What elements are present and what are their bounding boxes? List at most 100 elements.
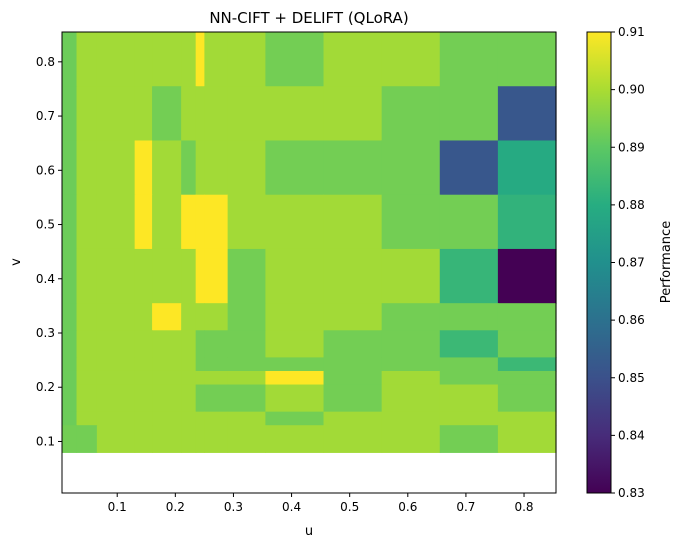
heatmap-cells [62,32,557,453]
heatmap-cell [134,86,153,142]
heatmap-cell [381,303,441,331]
heatmap-cell [134,248,153,304]
heatmap-cell [204,194,229,250]
heatmap-cell [134,357,153,372]
colorbar-tick-label: 0.83 [618,486,645,500]
heatmap-cell [204,248,229,304]
heatmap-cell [227,370,267,386]
heatmap-cell [76,425,98,453]
heatmap-cell [204,370,229,386]
y-tick-label: 0.6 [36,163,55,177]
heatmap-cell [76,357,98,372]
colorbar-label: Performance [659,221,674,303]
heatmap-cell [96,357,136,372]
heatmap-cell [265,86,325,142]
y-tick-label: 0.8 [36,55,55,69]
heatmap-cell [439,425,499,453]
heatmap-cell [62,384,78,413]
heatmap-cell [152,384,182,413]
heatmap-cell [439,194,499,250]
heatmap-cell [204,32,229,87]
colorbar-tick-label: 0.87 [618,256,645,270]
heatmap-cell [96,248,136,304]
heatmap-cell [96,330,136,359]
heatmap-cell [227,357,267,372]
heatmap-cell [181,370,197,386]
heatmap-cell [227,248,267,304]
heatmap-cell [204,411,229,426]
heatmap-cell [76,140,98,196]
colorbar-tick-label: 0.88 [618,198,645,212]
x-tick-label: 0.6 [398,500,417,514]
heatmap-cell [152,194,182,250]
heatmap-cell [204,330,229,359]
x-tick-label: 0.1 [108,500,127,514]
heatmap-cell [195,330,205,359]
heatmap-cell [152,32,182,87]
heatmap-cell [181,86,197,142]
heatmap-cell [76,411,98,426]
heatmap-cell [497,32,557,87]
heatmap-cell [181,330,197,359]
heatmap-cell [152,425,182,453]
heatmap-cell [76,248,98,304]
heatmap-cell [152,370,182,386]
heatmap-cell [62,303,78,331]
heatmap-cell [497,248,557,304]
heatmap-cell [152,248,182,304]
y-tick-label: 0.5 [36,218,55,232]
heatmap-cell [62,248,78,304]
heatmap-cell [265,330,325,359]
heatmap-cell [497,194,557,250]
x-tick-label: 0.8 [514,500,533,514]
heatmap-cell [204,303,229,331]
heatmap-cell [323,194,383,250]
heatmap-cell [439,370,499,386]
heatmap-cell [323,303,383,331]
heatmap-cell [181,384,197,413]
heatmap-cell [181,32,197,87]
heatmap-cell [62,32,78,87]
heatmap-cell [152,86,182,142]
colorbar-tick-label: 0.90 [618,83,645,97]
heatmap-cell [439,140,499,196]
heatmap-cell [195,370,205,386]
heatmap-cell [195,425,205,453]
x-tick-label: 0.5 [340,500,359,514]
heatmap-cell [195,248,205,304]
heatmap-cell [62,370,78,386]
heatmap-cell [323,330,383,359]
heatmap-cell [227,140,267,196]
heatmap-cell [323,411,383,426]
heatmap-cell [227,32,267,87]
heatmap-cell [227,86,267,142]
y-tick-label: 0.4 [36,272,55,286]
x-tick-label: 0.4 [282,500,301,514]
heatmap-cell [181,194,197,250]
heatmap-cell [381,411,441,426]
heatmap-cell [497,370,557,386]
heatmap-cell [204,425,229,453]
heatmap-cell [381,194,441,250]
y-axis: 0.1 0.2 0.3 0.4 0.5 0.6 0.7 0.8 [36,55,62,448]
heatmap-cell [439,384,499,413]
heatmap-cell [152,357,182,372]
heatmap-cell [381,330,441,359]
heatmap-cell [96,384,136,413]
heatmap-cell [134,303,153,331]
heatmap-cell [152,330,182,359]
heatmap-cell [152,303,182,331]
heatmap-cell [134,425,153,453]
heatmap-cell [265,357,325,372]
heatmap-cell [96,425,136,453]
heatmap-cell [323,86,383,142]
heatmap-cell [76,86,98,142]
heatmap-cell [96,140,136,196]
heatmap-cell [323,357,383,372]
heatmap-cell [195,384,205,413]
heatmap-cell [76,384,98,413]
heatmap-cell [439,411,499,426]
heatmap-cell [265,384,325,413]
heatmap-cell [497,303,557,331]
